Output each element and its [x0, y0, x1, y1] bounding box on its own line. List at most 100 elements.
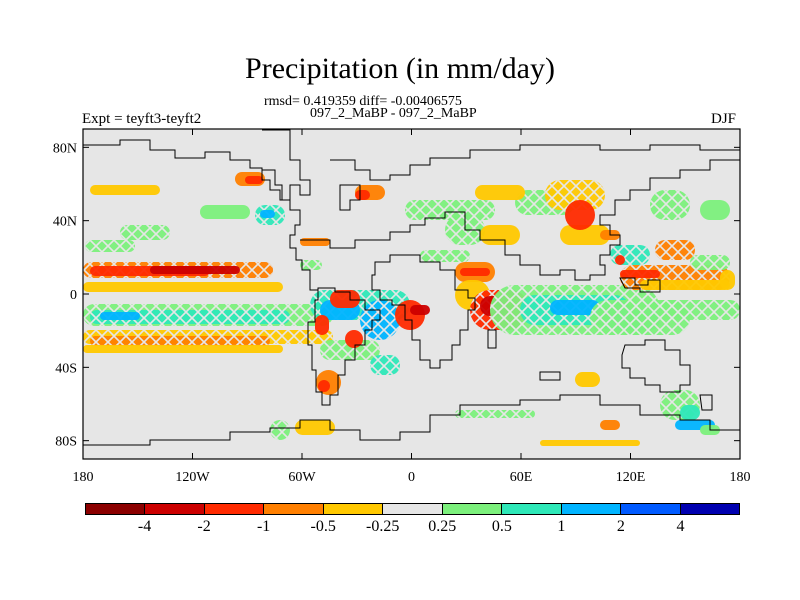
anomaly-patch — [460, 268, 490, 276]
anomaly-patch — [355, 190, 370, 200]
rmsd-diff-stats: rmsd= 0.419359 diff= -0.00406575 — [264, 94, 462, 109]
anomaly-hatch — [270, 420, 290, 440]
anomaly-hatch — [420, 250, 470, 262]
colorbar-swatch — [204, 504, 265, 514]
colorbar-label: 0.25 — [428, 518, 457, 535]
anomaly-patch — [410, 305, 430, 315]
colorbar-swatch — [323, 504, 384, 514]
coastline — [621, 339, 691, 393]
anomaly-hatch — [300, 260, 322, 270]
anomaly-patch — [300, 238, 330, 246]
plot-title: Precipitation (in mm/day) — [245, 52, 555, 85]
lat-tick-label: 80N — [53, 141, 77, 156]
anomaly-patch — [720, 270, 735, 290]
anomaly-hatch — [655, 240, 695, 260]
anomaly-hatch — [370, 355, 400, 375]
colorbar-swatch — [145, 504, 205, 514]
anomaly-patch — [330, 290, 360, 308]
anomaly-patch — [615, 255, 625, 265]
colorbar-label: -4 — [137, 518, 152, 535]
season-label: DJF — [711, 111, 737, 127]
colorbar-swatch — [561, 504, 622, 514]
colorbar-label: -1 — [256, 518, 271, 535]
coastline — [300, 159, 740, 281]
anomaly-patch — [600, 420, 620, 430]
anomaly-patch — [550, 300, 600, 315]
coastline — [262, 129, 311, 201]
anomaly-patch — [540, 440, 640, 446]
anomaly-patch — [680, 405, 700, 420]
colorbar-swatch — [680, 504, 739, 514]
anomaly-hatch — [405, 200, 495, 220]
anomaly-patch — [295, 420, 335, 435]
anomaly-patch — [83, 345, 283, 353]
lon-tick-label: 60E — [510, 470, 533, 485]
anomaly-patch — [575, 372, 600, 387]
lon-tick-label: 60W — [288, 470, 316, 485]
lon-tick-label: 120W — [175, 470, 210, 485]
lon-tick-label: 180 — [73, 470, 94, 485]
anomaly-patch — [480, 225, 520, 245]
anomaly-patch — [620, 270, 660, 278]
coastline-layer — [83, 129, 740, 446]
coastline — [487, 329, 497, 349]
anomaly-patch — [150, 266, 240, 274]
colorbar — [85, 503, 740, 515]
anomaly-patch — [700, 200, 730, 220]
anomaly-patch — [560, 225, 610, 245]
anomaly-patch — [260, 210, 275, 218]
lat-tick-label: 0 — [70, 288, 77, 303]
lat-tick-label: 40S — [55, 361, 77, 376]
coastline — [339, 184, 361, 211]
colorbar-label: 2 — [616, 518, 625, 535]
lon-tick-label: 0 — [408, 470, 415, 485]
precip-anomaly-layer — [83, 172, 740, 446]
anomaly-hatch — [90, 310, 290, 324]
lat-tick-label: 80S — [55, 435, 77, 450]
lon-tick-label: 120E — [616, 470, 646, 485]
coastline — [83, 394, 740, 446]
anomaly-patch — [315, 315, 329, 335]
anomaly-patch — [640, 280, 730, 290]
coastline — [539, 371, 561, 381]
anomaly-hatch — [650, 190, 690, 220]
anomaly-patch — [100, 312, 140, 320]
coastline — [371, 254, 476, 369]
lon-tick-label: 180 — [730, 470, 751, 485]
anomaly-patch — [318, 380, 330, 392]
anomaly-hatch — [545, 180, 605, 210]
anomaly-hatch — [455, 410, 535, 418]
colorbar-swatch — [442, 504, 503, 514]
anomaly-patch — [475, 185, 525, 200]
colorbar-label: 1 — [557, 518, 566, 535]
coastline — [83, 139, 318, 291]
anomaly-patch — [345, 330, 363, 348]
anomaly-patch — [200, 205, 250, 219]
lat-tick-label: 40N — [53, 215, 77, 230]
anomaly-hatch — [90, 336, 270, 346]
coastline — [699, 394, 713, 411]
colorbar-label: 4 — [676, 518, 685, 535]
coastline — [619, 277, 661, 293]
colorbar-label: -0.25 — [366, 518, 400, 535]
anomaly-patch — [565, 200, 595, 230]
anomaly-hatch — [85, 240, 135, 252]
colorbar-label: 0.5 — [491, 518, 512, 535]
anomaly-hatch — [690, 255, 730, 270]
anomaly-hatch — [120, 225, 170, 240]
case-identifier: 097_2_MaBP - 097_2_MaBP — [310, 106, 477, 121]
coastline — [307, 287, 381, 406]
coastline — [330, 144, 740, 181]
axis-tick-labels: 80N 40N 0 40S 80S 180 120W 60W 0 60E 120E 180 — [53, 141, 751, 485]
anomaly-patch — [83, 282, 283, 292]
colorbar-label: -0.5 — [310, 518, 336, 535]
anomaly-hatch — [655, 300, 740, 320]
colorbar-swatch — [264, 504, 324, 514]
colorbar-swatch — [86, 504, 146, 514]
axis-ticks — [82, 129, 741, 459]
colorbar-label: -2 — [197, 518, 211, 535]
anomaly-patch — [245, 176, 263, 184]
experiment-label: Expt = teyft3-teyft2 — [82, 111, 202, 127]
colorbar-swatch — [502, 504, 562, 514]
